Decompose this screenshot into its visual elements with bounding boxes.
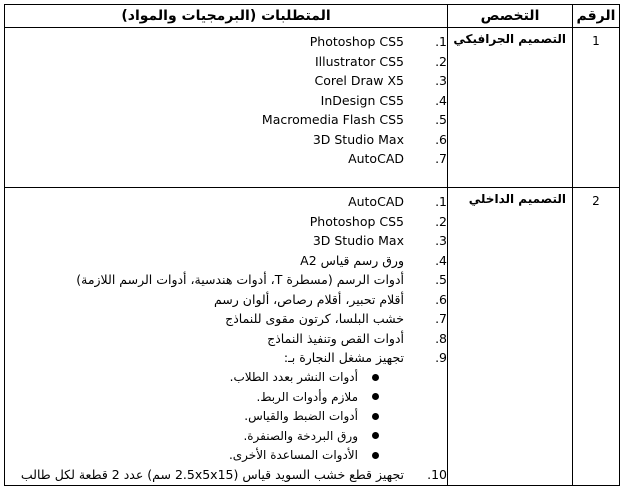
bullet-item: أدوات الضبط والقياس. (5, 407, 447, 427)
row-specialization: التصميم الجرافيكي (447, 27, 573, 188)
bullet-icon (372, 451, 379, 459)
item-number: 8. (435, 330, 447, 346)
list-item: 4. ورق رسم قياس A2 (5, 251, 447, 271)
list-item: 7. AutoCAD (5, 149, 447, 169)
item-number: 5. (435, 272, 447, 288)
bullet-text: أدوات النشر بعدد الطلاب. (229, 370, 358, 385)
row-number: 2 (572, 187, 620, 486)
header-specialization: التخصص (447, 4, 573, 28)
header-number: الرقم (572, 4, 620, 28)
item-text: Macromedia Flash CS5 (261, 112, 404, 128)
item-text: أقلام تحبير، أقلام رصاص، ألوان رسم (213, 291, 404, 307)
list-item: 5. أدوات الرسم (مسطرة T، أدوات هندسية، أد… (5, 270, 447, 290)
item-text: أدوات القص وتنفيذ النماذج (267, 330, 404, 346)
list-item: 5. Macromedia Flash CS5 (5, 110, 447, 130)
item-number: 3. (435, 73, 447, 89)
item-text: AutoCAD (348, 151, 404, 167)
item-number: 5. (435, 112, 447, 128)
item-text: تجهيز مشغل النجارة بـ: (283, 350, 404, 366)
header-row: الرقم التخصص المتطلبات (البرمجيات والموا… (4, 4, 620, 28)
bullet-item: ملازم وأدوات الربط. (5, 387, 447, 407)
item-number: 6. (435, 291, 447, 307)
item-number: 4. (435, 252, 447, 268)
item-text: ورق رسم قياس A2 (300, 252, 404, 268)
item-number: 1. (435, 194, 447, 210)
item-text: أدوات الرسم (مسطرة T، أدوات هندسية، أدوا… (76, 272, 404, 288)
item-text: AutoCAD (348, 194, 404, 210)
list-item: 3. Corel Draw X5 (5, 71, 447, 91)
item-text: تجهيز قطع خشب السويد قياس (2.5x5x15 سم) … (20, 467, 404, 483)
bullet-icon (372, 432, 379, 440)
table-row: 2 التصميم الداخلي 1. AutoCAD 2. Photoshop C… (4, 187, 620, 486)
row-requirements: 1. AutoCAD 2. Photoshop CS5 3. 3D Studio Max 4… (4, 187, 448, 486)
row-requirements: 1. Photoshop CS5 2. Illustrator CS5 3. Corel … (4, 27, 448, 188)
item-number: 4. (435, 92, 447, 108)
list-item: 8. أدوات القص وتنفيذ النماذج (5, 329, 447, 349)
item-number: 7. (435, 311, 447, 327)
bullet-text: الأدوات المساعدة الأخرى. (228, 448, 358, 463)
list-item: 10. تجهيز قطع خشب السويد قياس (2.5x5x15 س… (5, 465, 447, 485)
bullet-icon (372, 412, 379, 420)
item-number: 1. (435, 34, 447, 50)
table-row: 1 التصميم الجرافيكي 1. Photoshop CS5 2. Ill… (4, 27, 620, 188)
item-text: Photoshop CS5 (309, 34, 404, 50)
item-text: Photoshop CS5 (309, 213, 404, 229)
bullet-item: أدوات النشر بعدد الطلاب. (5, 368, 447, 388)
list-item: 6. أقلام تحبير، أقلام رصاص، ألوان رسم (5, 290, 447, 310)
list-item: 4. InDesign CS5 (5, 91, 447, 111)
item-text: خشب البلسا، كرتون مقوى للنماذج (225, 311, 404, 327)
item-text: 3D Studio Max (312, 131, 404, 147)
item-text: InDesign CS5 (320, 92, 404, 108)
item-number: 2. (435, 53, 447, 69)
bullet-text: أدوات الضبط والقياس. (244, 409, 358, 424)
header-requirements: المتطلبات (البرمجيات والمواد) (4, 4, 448, 28)
item-text: Illustrator CS5 (314, 53, 404, 69)
item-number: 6. (435, 131, 447, 147)
list-item: 9. تجهيز مشغل النجارة بـ: (5, 348, 447, 368)
item-number: 10. (427, 467, 447, 483)
item-number: 9. (435, 350, 447, 366)
list-item: 1. AutoCAD (5, 192, 447, 212)
list-item: 6. 3D Studio Max (5, 130, 447, 150)
row-specialization: التصميم الداخلي (447, 187, 573, 486)
row-number: 1 (572, 27, 620, 188)
bullet-item: ورق البردخة والصنفرة. (5, 426, 447, 446)
list-item: 2. Photoshop CS5 (5, 212, 447, 232)
requirements-table: الرقم التخصص المتطلبات (البرمجيات والموا… (4, 4, 620, 486)
bullet-icon (372, 393, 379, 401)
list-item: 2. Illustrator CS5 (5, 52, 447, 72)
list-item: 1. Photoshop CS5 (5, 32, 447, 52)
item-number: 7. (435, 151, 447, 167)
bullet-item: الأدوات المساعدة الأخرى. (5, 446, 447, 466)
bullet-text: ملازم وأدوات الربط. (256, 389, 359, 404)
item-number: 3. (435, 233, 447, 249)
list-item: 7. خشب البلسا، كرتون مقوى للنماذج (5, 309, 447, 329)
item-number: 2. (435, 213, 447, 229)
bullet-icon (372, 373, 379, 381)
bullet-text: ورق البردخة والصنفرة. (243, 428, 358, 443)
item-text: 3D Studio Max (312, 233, 404, 249)
item-text: Corel Draw X5 (314, 73, 404, 89)
list-item: 3. 3D Studio Max (5, 231, 447, 251)
